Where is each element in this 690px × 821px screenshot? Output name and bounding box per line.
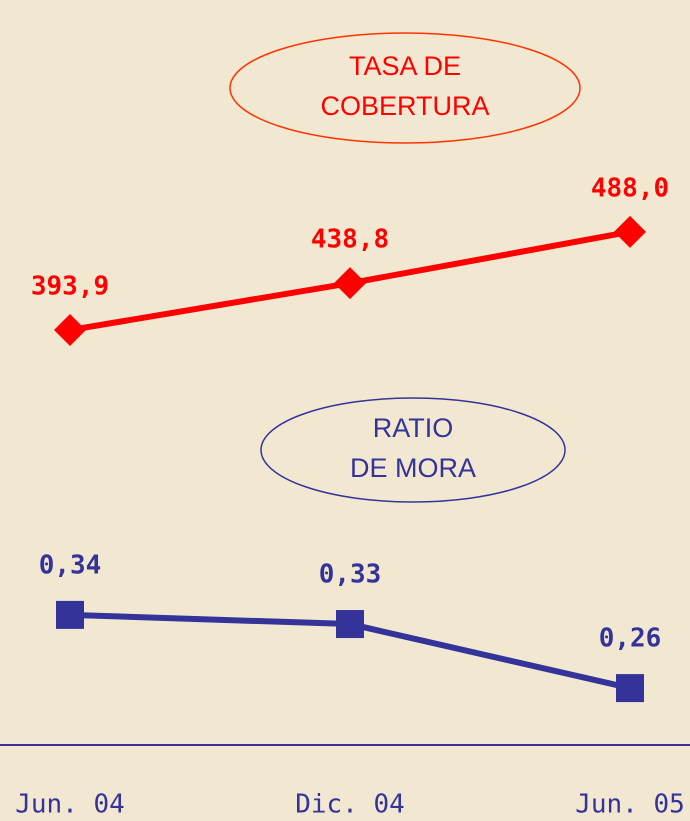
marker — [614, 215, 646, 248]
data-label: 0,34 — [39, 550, 102, 580]
chart-title: TASA DE — [349, 51, 461, 81]
data-label: 488,0 — [591, 173, 669, 203]
chart-title: COBERTURA — [320, 91, 489, 121]
marker — [54, 314, 86, 347]
chart-title: DE MORA — [350, 453, 476, 483]
title-ellipse — [229, 32, 581, 144]
marker — [336, 610, 364, 639]
chart-title: RATIO — [373, 413, 454, 443]
x-tick-label: Jun. 05 — [575, 790, 685, 820]
x-tick-label: Dic. 04 — [295, 790, 405, 820]
marker — [334, 267, 366, 300]
data-label: 438,8 — [311, 225, 389, 255]
title-ellipse — [260, 397, 566, 503]
marker — [56, 600, 84, 629]
data-label: 0,33 — [319, 560, 382, 590]
data-label: 393,9 — [31, 272, 109, 302]
x-tick-label: Jun. 04 — [15, 790, 125, 820]
data-label: 0,26 — [599, 624, 662, 654]
marker — [616, 674, 644, 703]
